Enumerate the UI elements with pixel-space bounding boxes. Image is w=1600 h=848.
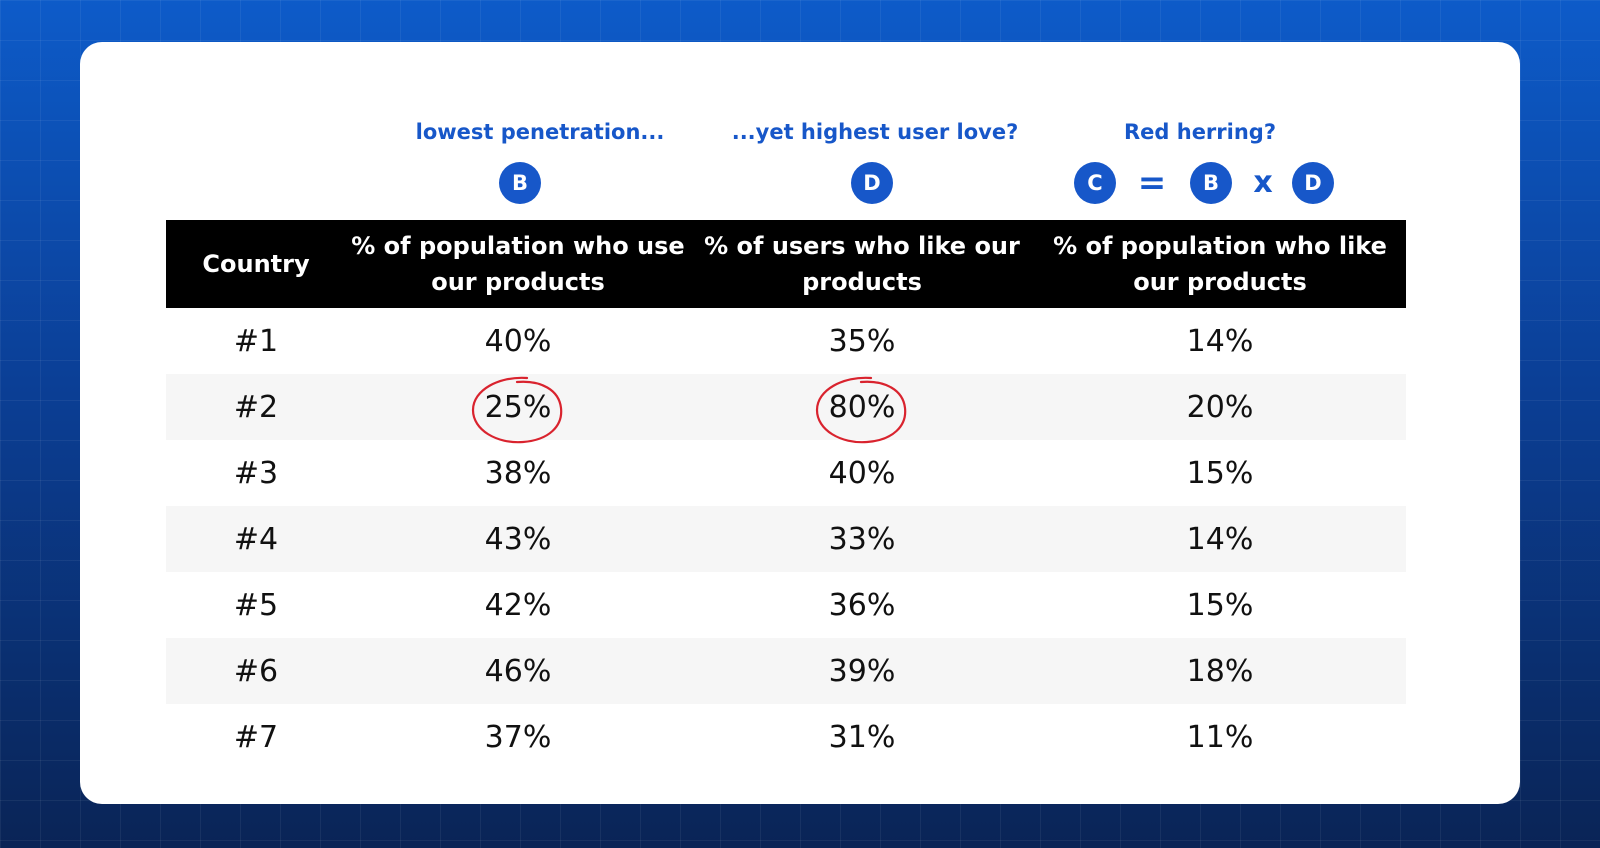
cell-value: 33%	[828, 521, 896, 557]
cell-users-like: 36%	[690, 572, 1034, 638]
formula-badge-b: B	[1190, 162, 1232, 204]
cell-value: #3	[233, 455, 279, 491]
cell-value: 36%	[828, 587, 896, 623]
header-population-like: % of population who like our products	[1034, 220, 1406, 308]
cell-value: #6	[233, 653, 279, 689]
cell-value: 14%	[1186, 323, 1254, 359]
cell-population-like: 11%	[1034, 704, 1406, 770]
cell-value: 14%	[1186, 521, 1254, 557]
cell-value: #2	[233, 389, 279, 425]
annotation-column-b: lowest penetration...	[415, 120, 665, 144]
cell-population-like: 18%	[1034, 638, 1406, 704]
cell-value: 37%	[484, 719, 552, 755]
cell-population-like: 14%	[1034, 308, 1406, 374]
cell-users-like: 39%	[690, 638, 1034, 704]
cell-country: #7	[166, 704, 346, 770]
cell-value: 43%	[484, 521, 552, 557]
cell-users-like: 35%	[690, 308, 1034, 374]
cell-value: 11%	[1186, 719, 1254, 755]
badge-b: B	[499, 162, 541, 204]
cell-value: 40%	[484, 323, 552, 359]
cell-country: #6	[166, 638, 346, 704]
formula-equals-sign: =	[1137, 163, 1167, 203]
cell-value: 39%	[828, 653, 896, 689]
annotation-column-d: ...yet highest user love?	[731, 120, 1019, 144]
cell-users-like: 40%	[690, 440, 1034, 506]
table-row: #3 38% 40% 15%	[166, 440, 1406, 506]
cell-population-use: 43%	[346, 506, 690, 572]
cell-users-like: 80%	[690, 374, 1034, 443]
cell-population-like: 15%	[1034, 572, 1406, 638]
header-users-like: % of users who like our products	[690, 220, 1034, 308]
cell-population-use: 42%	[346, 572, 690, 638]
cell-value: #5	[233, 587, 279, 623]
data-table: Country % of population who use our prod…	[166, 220, 1406, 770]
cell-population-use: 46%	[346, 638, 690, 704]
cell-value: 31%	[828, 719, 896, 755]
red-circle-stroke	[471, 376, 562, 443]
cell-value: #7	[233, 719, 279, 755]
red-circle-annotation	[815, 376, 906, 443]
cell-country: #3	[166, 440, 346, 506]
cell-value: #1	[233, 323, 279, 359]
cell-value: 40%	[828, 455, 896, 491]
table-row: #6 46% 39% 18%	[166, 638, 1406, 704]
formula-times-sign: x	[1253, 165, 1273, 200]
formula-badge-d: D	[1292, 162, 1334, 204]
cell-users-like: 33%	[690, 506, 1034, 572]
badge-d: D	[851, 162, 893, 204]
highlighted-value: 80%	[815, 376, 906, 443]
cell-value: 15%	[1186, 587, 1254, 623]
red-circle-stroke	[815, 376, 906, 443]
cell-country: #2	[166, 374, 346, 440]
table-header-row: Country % of population who use our prod…	[166, 220, 1406, 308]
cell-value: 38%	[484, 455, 552, 491]
cell-value: 20%	[1186, 389, 1254, 425]
cell-population-like: 14%	[1034, 506, 1406, 572]
annotation-column-c: Red herring?	[1123, 120, 1277, 144]
cell-value: 15%	[1186, 455, 1254, 491]
header-population-use: % of population who use our products	[346, 220, 690, 308]
cell-country: #5	[166, 572, 346, 638]
cell-value: 18%	[1186, 653, 1254, 689]
cell-value: 46%	[484, 653, 552, 689]
formula-badge-c: C	[1074, 162, 1116, 204]
cell-country: #4	[166, 506, 346, 572]
cell-country: #1	[166, 308, 346, 374]
header-country: Country	[166, 220, 346, 308]
cell-population-use: 25%	[346, 374, 690, 443]
cell-value: #4	[233, 521, 279, 557]
cell-users-like: 31%	[690, 704, 1034, 770]
slide-card: lowest penetration... ...yet highest use…	[80, 42, 1520, 804]
table-row: #1 40% 35% 14%	[166, 308, 1406, 374]
cell-population-like: 15%	[1034, 440, 1406, 506]
highlighted-value: 25%	[471, 376, 562, 443]
table-row: #7 37% 31% 11%	[166, 704, 1406, 770]
table-row: #4 43% 33% 14%	[166, 506, 1406, 572]
table-row: #5 42% 36% 15%	[166, 572, 1406, 638]
red-circle-annotation	[471, 376, 562, 443]
cell-population-use: 37%	[346, 704, 690, 770]
cell-population-use: 38%	[346, 440, 690, 506]
cell-value: 42%	[484, 587, 552, 623]
table-row: #2 25% 80% 20%	[166, 374, 1406, 443]
cell-population-like: 20%	[1034, 374, 1406, 440]
cell-population-use: 40%	[346, 308, 690, 374]
cell-value: 35%	[828, 323, 896, 359]
